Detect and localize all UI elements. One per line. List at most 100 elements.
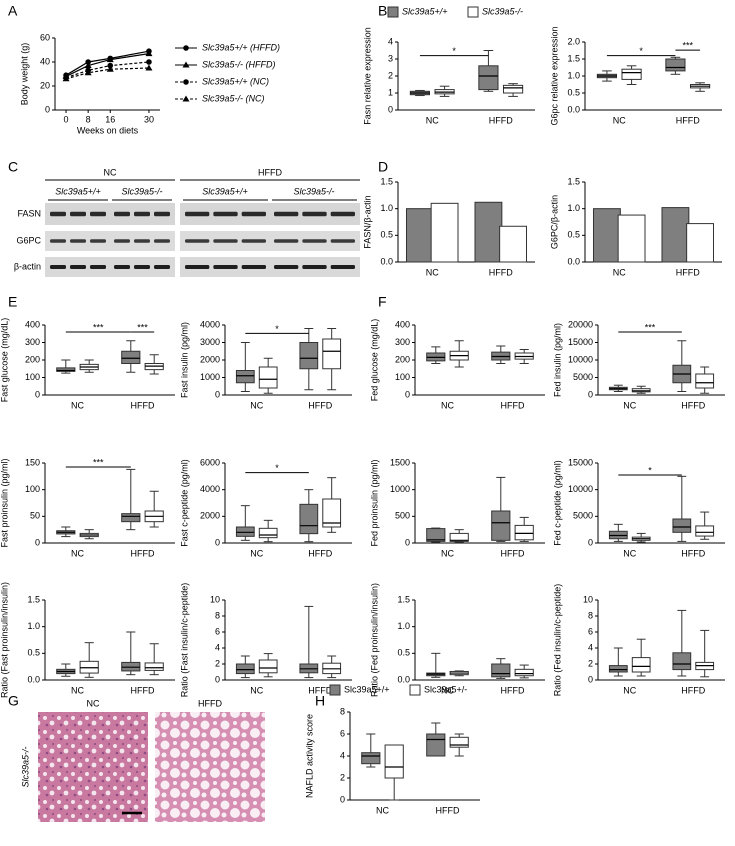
y-tick-label: 4000 [200,319,220,329]
legend-label: Slc39a5-/- (HFFD) [202,59,276,69]
y-axis-label: Fed insulin (pg/ml) [552,323,562,397]
band [330,211,355,217]
box [121,513,141,523]
blot-strip [45,203,175,225]
y-tick-label: 0.5 [567,230,580,240]
significance-label: * [639,46,643,56]
x-tick-label: NC [250,548,263,558]
x-tick-label: NC [250,685,263,695]
y-tick-label: 0 [405,389,410,399]
significance-label: *** [645,322,656,332]
y-tick-label: 0 [215,537,220,547]
x-tick-label: NC [71,400,84,410]
x-tick-label: HFFD [436,805,460,815]
panel-letter: D [378,159,388,175]
y-axis-label: Fast glucose (mg/dL) [0,318,9,403]
y-tick-label: 1.5 [27,594,40,604]
x-tick-label: NC [441,400,454,410]
y-tick-label: 6 [340,728,345,738]
line [65,61,150,79]
band [154,211,170,217]
y-tick-label: 6 [588,626,593,636]
protein-label: β-actin [14,261,41,271]
x-tick-label: NC [426,115,439,125]
y-tick-label: 10000 [568,354,593,364]
bar [661,207,690,263]
x-tick-label: 16 [105,114,115,124]
y-axis-label: Fasn relative expression [362,27,372,125]
y-tick-label: 0.0 [27,674,40,684]
bar [474,201,503,263]
significance-label: *** [682,41,693,51]
y-tick-label: 1.0 [27,621,40,631]
genotype-label: Slc39a5+/+ [202,186,248,196]
band [50,211,66,217]
significance-label: * [275,324,279,334]
bands [50,211,355,269]
legend-swatch [409,684,421,696]
y-axis-label: NAFLD activity score [304,714,314,798]
y-axis-label: Ratio (Fast insulin/c-peptide) [179,583,189,698]
y-tick-label: 2 [340,772,345,782]
band [90,211,106,217]
significance-label: * [275,463,279,473]
marker [183,45,189,51]
band [154,239,170,243]
y-axis-label: Fed c-peptide (pg/ml) [552,460,562,546]
y-tick-label: 4 [588,642,593,652]
y-tick-label: 0.0 [397,674,410,684]
significance-label: *** [93,322,104,332]
x-tick-label: NC [623,548,636,558]
band [274,265,299,269]
band [213,265,238,269]
band [50,239,66,243]
significance-label: * [452,46,456,56]
band [50,265,66,269]
band [213,211,238,217]
y-axis-label: G6pc relative expression [549,26,559,125]
y-tick-label: 100 [25,484,40,494]
y-tick-label: 0 [588,674,593,684]
y-tick-label: 3 [388,53,393,63]
y-tick-label: 1.0 [380,203,393,213]
condition-label: NC [87,698,100,708]
y-tick-label: 20000 [568,319,593,329]
marker [62,75,70,82]
y-tick-label: 300 [25,337,40,347]
y-tick-label: 500 [395,511,410,521]
y-tick-label: 1.5 [567,53,580,63]
y-tick-label: 2 [215,658,220,668]
box [235,370,255,384]
box [361,752,381,765]
blot-strip [180,231,360,251]
box [258,527,278,539]
x-tick-label: HFFD [131,685,155,695]
bar [499,225,528,263]
box [491,510,511,541]
box [478,65,499,91]
blot-strip [180,203,360,225]
y-tick-label: 10 [583,594,593,604]
genotype-label: Slc39a5-/- [121,186,162,196]
y-tick-label: 1.0 [397,621,410,631]
band [185,265,210,269]
y-tick-label: 300 [395,337,410,347]
box [235,663,255,675]
y-axis-label: G6PC/β-actin [549,195,559,249]
band [274,211,299,217]
y-tick-label: 0.5 [397,648,410,658]
legend-swatch [329,684,341,696]
legend-label: Slc39a5-/- [482,6,523,16]
histology-image [155,712,265,822]
line [65,67,149,80]
y-tick-label: 1000 [200,372,220,382]
box [672,652,692,671]
band [70,239,86,243]
genotype-label: Slc39a5-/- [20,746,30,787]
band [185,239,210,243]
blot-strip [180,257,360,277]
box [258,366,278,389]
y-tick-label: 0 [588,389,593,399]
y-tick-label: 1.0 [567,203,580,213]
x-tick-label: HFFD [308,548,332,558]
